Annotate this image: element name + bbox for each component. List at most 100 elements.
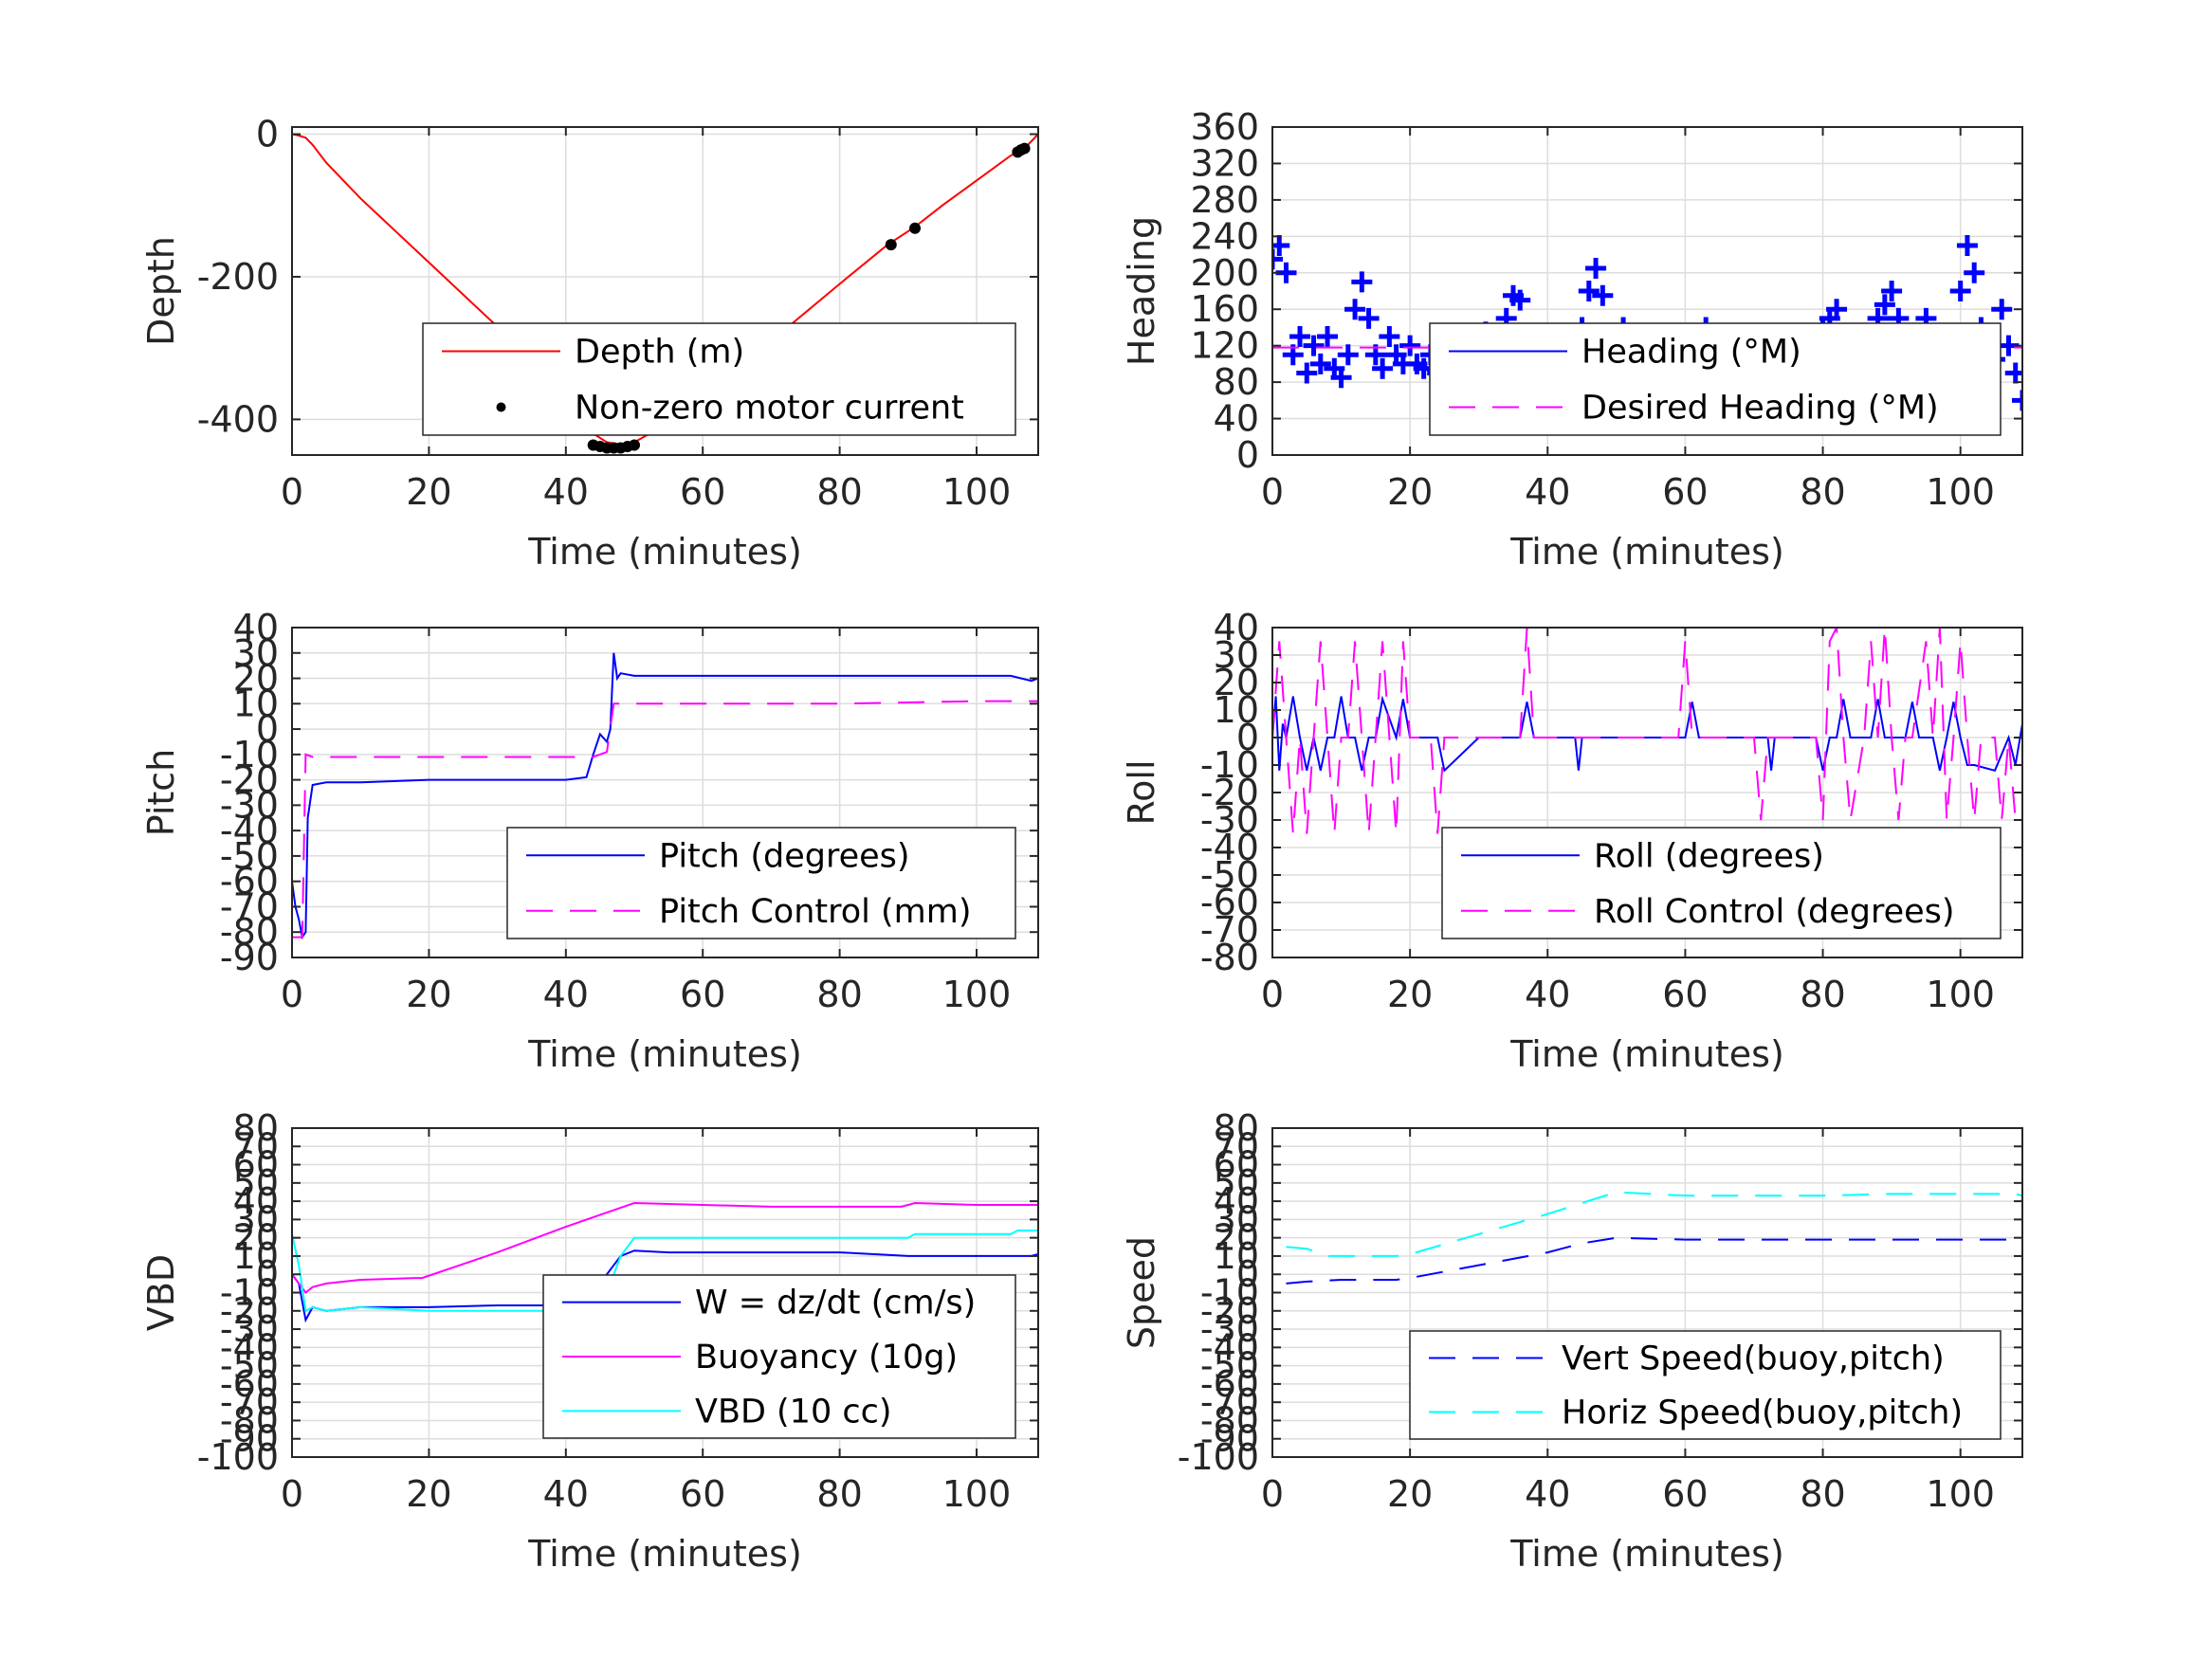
roll-series-1-line: [1272, 628, 2022, 834]
speed-ytick-label: -20: [1200, 1290, 1259, 1332]
speed-ytick-label: -90: [1200, 1418, 1259, 1460]
heading-chart: 0 20 40 60 80 10004080120160200240280320360Ti…: [1121, 106, 2023, 573]
heading-ytick-label: 0: [1236, 434, 1259, 476]
pitch-ytick-label: 40: [233, 607, 279, 648]
depth-series-1-point: [909, 222, 922, 234]
vbd-legend-label: Buoyancy (10g): [695, 1339, 958, 1376]
speed-legend-box: [1409, 1330, 2002, 1440]
depth-legend-label: Depth (m): [575, 334, 744, 372]
roll-xtick-label: 80: [1800, 974, 1845, 1015]
depth-ytick-label: -200: [197, 256, 279, 298]
speed-ytick-label: -60: [1200, 1363, 1259, 1405]
heading-ytick-label: 40: [1214, 398, 1259, 440]
vbd-ytick-label: 0: [256, 1253, 279, 1295]
speed-xtick-label: 0: [1261, 1473, 1284, 1515]
heading-xtick-label: 60: [1662, 471, 1708, 513]
depth-ylabel: Depth: [140, 236, 182, 346]
heading-series-0-point: [1289, 326, 1311, 348]
roll-ytick-label: -40: [1200, 827, 1259, 868]
pitch-xtick-label: 0: [281, 974, 303, 1015]
pitch-ytick-label: -70: [220, 885, 279, 927]
heading-series-0-point: [1399, 335, 1421, 356]
roll-ylabel: Roll: [1121, 759, 1162, 825]
vbd-ytick-label: 50: [233, 1162, 279, 1204]
heading-ytick-label: 80: [1214, 361, 1259, 403]
heading-series-0-point: [1585, 257, 1607, 279]
vbd-ytick-label: -50: [220, 1345, 279, 1387]
depth-data: [292, 133, 1038, 454]
roll-xlabel: Time (minutes): [1509, 1033, 1784, 1075]
heading-series-0-point: [1330, 367, 1352, 389]
depth-series-1-point: [629, 439, 641, 451]
heading-legend-label: Heading (°M): [1581, 334, 1801, 372]
vbd-ytick-label: -20: [220, 1290, 279, 1332]
speed-ytick-label: 80: [1214, 1107, 1259, 1149]
speed-series-1-line: [1286, 1191, 2022, 1257]
depth-legend-box: [422, 322, 1016, 436]
vbd-xlabel: Time (minutes): [527, 1533, 802, 1575]
pitch-legend-label: Pitch (degrees): [659, 837, 910, 875]
heading-series-0-point: [1272, 234, 1290, 256]
vbd-ytick-label: 20: [233, 1217, 279, 1259]
vbd-legend-label: VBD (10 cc): [695, 1393, 892, 1431]
vbd-xtick-label: 60: [680, 1473, 725, 1515]
heading-ytick-label: 320: [1190, 142, 1259, 184]
pitch-ytick-label: 30: [233, 632, 279, 674]
depth-axes-box: [291, 126, 1039, 456]
depth-legend-label: Non-zero motor current: [575, 390, 964, 428]
heading-series-0-point: [1991, 299, 2013, 320]
depth-ytick-label: 0: [256, 114, 279, 155]
roll-ytick-label: 10: [1214, 689, 1259, 731]
speed-ytick-label: 60: [1214, 1144, 1259, 1186]
vbd-ytick-label: 10: [233, 1235, 279, 1277]
pitch-legend-box: [506, 827, 1016, 939]
heading-xtick-label: 100: [1926, 471, 1995, 513]
depth-xtick-label: 80: [816, 471, 862, 513]
speed-chart: 0 20 40 60 80 100-100-90-80-70-60-50-40-30-20…: [1121, 1107, 2023, 1575]
pitch-legend-label: Pitch Control (mm): [659, 893, 971, 931]
pitch-series-1-line: [292, 700, 1038, 939]
roll-chart: 0 20 40 60 80 100-80-70-60-50-40-30-20-100102…: [1121, 607, 2023, 1075]
roll-ytick-label: 0: [1236, 717, 1259, 758]
heading-series-0-point: [1337, 344, 1359, 366]
vbd-xtick-label: 20: [406, 1473, 451, 1515]
heading-ytick-label: 360: [1190, 106, 1259, 148]
depth-chart: 0 20 40 60 80 100 -400 -200 0 Time (minutes) Depth…: [140, 114, 1039, 573]
depth-xtick-label: 20: [406, 471, 451, 513]
heading-series-0-point: [1881, 281, 1903, 301]
heading-series-0-point: [2012, 390, 2022, 411]
heading-series-0-point: [1372, 357, 1394, 379]
heading-series-0-point: [1964, 262, 1985, 283]
speed-xtick-label: 40: [1525, 1473, 1570, 1515]
heading-series-0-point: [1351, 271, 1373, 293]
roll-ytick-label: -10: [1200, 744, 1259, 786]
heading-series-0-point: [1956, 234, 1978, 256]
heading-series-0-point: [1578, 281, 1600, 301]
pitch-xtick-label: 80: [816, 974, 862, 1015]
heading-series-0-point: [1296, 362, 1318, 384]
roll-legend: Roll (degrees) Roll Control (degrees): [1441, 827, 2002, 939]
roll-ytick-label: -60: [1200, 882, 1259, 923]
pitch-ylabel: Pitch: [140, 749, 182, 837]
vbd-ytick-label: -30: [220, 1308, 279, 1350]
depth-ytick-label: -400: [197, 398, 279, 440]
speed-legend-label: Horiz Speed(buoy,pitch): [1562, 1395, 1963, 1432]
speed-ticks: 0 20 40 60 80 100-100-90-80-70-60-50-40-30-20…: [1178, 1107, 2022, 1515]
vbd-ytick-label: 60: [233, 1144, 279, 1186]
roll-xtick-label: 60: [1662, 974, 1708, 1015]
heading-ytick-label: 160: [1190, 288, 1259, 330]
heading-series-0-point: [1344, 299, 1366, 320]
speed-ytick-label: -40: [1200, 1326, 1259, 1368]
depth-xtick-label: 100: [942, 471, 1012, 513]
vbd-ytick-label: -90: [220, 1418, 279, 1460]
heading-series-0-point: [1317, 326, 1339, 348]
vbd-ytick-label: -40: [220, 1326, 279, 1368]
vbd-series-1-line: [292, 1201, 1038, 1294]
heading-legend-box: [1429, 322, 2002, 436]
pitch-ytick-label: 20: [233, 658, 279, 700]
speed-ytick-label: 20: [1214, 1217, 1259, 1259]
speed-series-0-line: [1286, 1236, 2022, 1285]
speed-legend-label: Vert Speed(buoy,pitch): [1562, 1340, 1945, 1378]
pitch-ytick-label: -80: [220, 911, 279, 953]
